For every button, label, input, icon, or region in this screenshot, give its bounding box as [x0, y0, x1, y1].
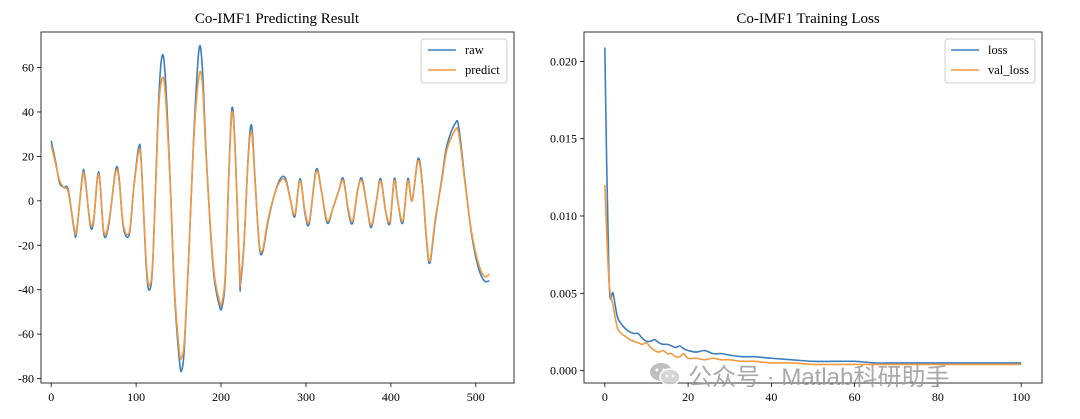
x-axis: 0 100 200 300 400 500 — [48, 383, 485, 404]
series-layer — [50, 44, 490, 373]
x-tick-label: 60 — [849, 390, 861, 404]
legend: loss val_loss — [944, 38, 1036, 84]
y-tick-label: 0.005 — [550, 286, 577, 300]
y-tick-label: 20 — [22, 149, 34, 163]
x-tick-label: 500 — [467, 390, 485, 404]
y-tick-label: 0.020 — [550, 54, 577, 68]
watermark-text: 公众号 · Matlab科研助手 — [688, 363, 950, 391]
wechat-icon — [650, 363, 681, 386]
x-tick-label: 40 — [765, 390, 777, 404]
chart-co-imf1-predicting-result: Co-IMF1 Predicting Result 0 100 200 300 400 5… — [18, 11, 515, 404]
x-tick-label: 300 — [297, 390, 315, 404]
y-axis: 0.000 0.005 0.010 0.015 0.020 — [550, 54, 584, 378]
x-axis: 0 20 40 60 80 100 — [602, 383, 1030, 404]
x-tick-label: 20 — [682, 390, 694, 404]
y-tick-label: 60 — [22, 61, 34, 75]
y-tick-label: -80 — [18, 372, 34, 386]
x-tick-label: 100 — [1012, 390, 1030, 404]
x-tick-label: 0 — [602, 390, 608, 404]
series-line-loss — [604, 47, 1022, 364]
legend-label-val-loss: val_loss — [988, 63, 1029, 77]
series-line-predict — [50, 70, 490, 361]
x-tick-label: 200 — [212, 390, 230, 404]
y-tick-label: 0.015 — [550, 132, 577, 146]
legend-label-predict: predict — [465, 63, 500, 77]
y-axis: -80 -60 -40 -20 0 20 40 60 — [18, 61, 41, 386]
y-tick-label: -40 — [18, 283, 34, 297]
watermark: 公众号 · Matlab科研助手 — [648, 356, 1048, 392]
x-tick-label: 0 — [48, 390, 54, 404]
y-tick-label: 0 — [28, 194, 34, 208]
chart-title: Co-IMF1 Predicting Result — [195, 11, 360, 27]
plot-frame — [583, 31, 1043, 384]
legend-label-raw: raw — [465, 43, 484, 57]
x-tick-label: 400 — [382, 390, 400, 404]
y-tick-label: 0.010 — [550, 209, 577, 223]
legend: raw predict — [420, 38, 508, 84]
plot-frame — [40, 31, 515, 384]
y-tick-label: 0.000 — [550, 364, 577, 378]
x-tick-label: 80 — [932, 390, 944, 404]
series-layer — [604, 47, 1022, 366]
series-line-val-loss — [604, 185, 1022, 366]
y-tick-label: -20 — [18, 238, 34, 252]
chart-title: Co-IMF1 Training Loss — [736, 11, 880, 27]
y-tick-label: 40 — [22, 105, 34, 119]
x-tick-label: 100 — [127, 390, 145, 404]
chart-co-imf1-training-loss: Co-IMF1 Training Loss 0 20 40 60 80 100 0.000… — [550, 11, 1043, 404]
legend-label-loss: loss — [988, 43, 1008, 57]
y-tick-label: -60 — [18, 327, 34, 341]
